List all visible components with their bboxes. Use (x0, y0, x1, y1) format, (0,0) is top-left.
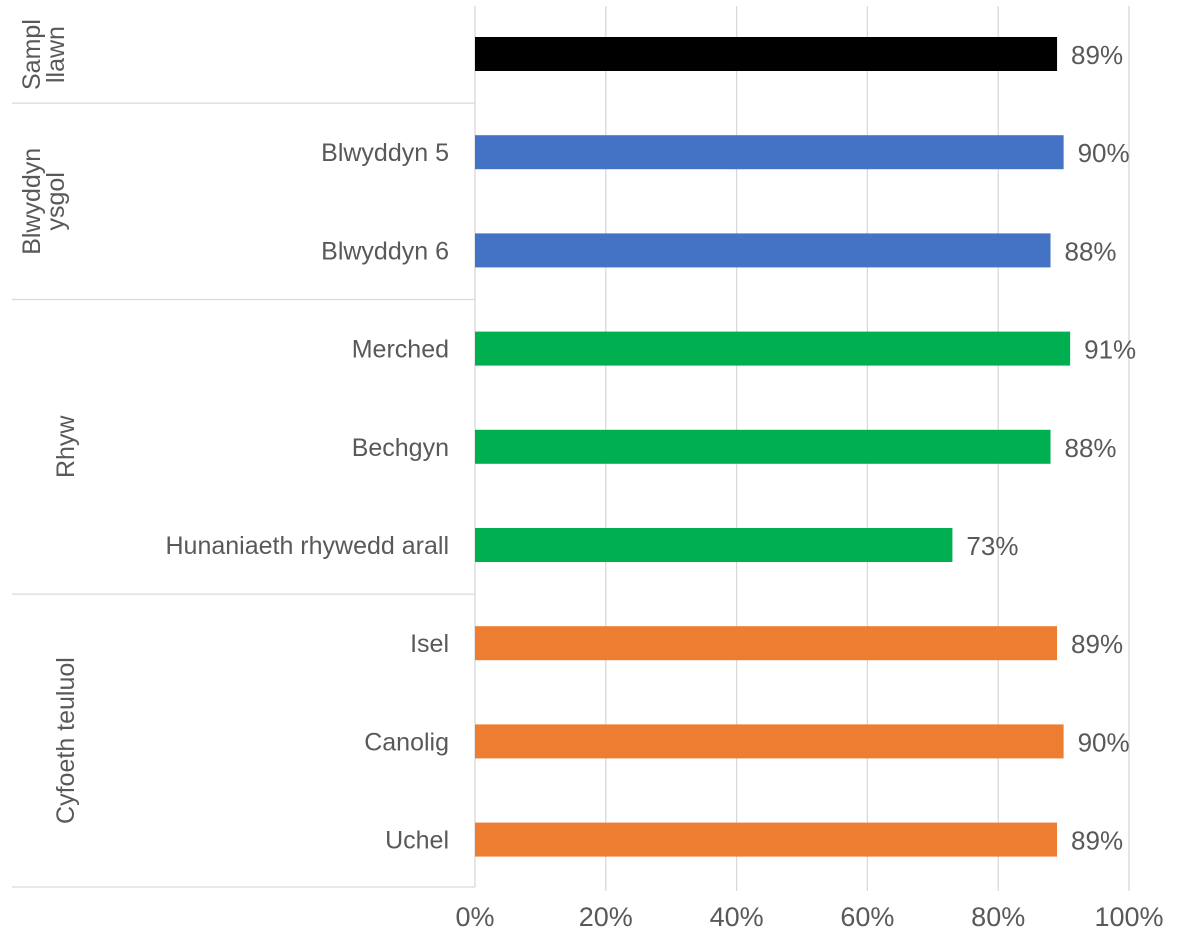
category-label: Canolig (364, 728, 449, 756)
category-label: Merched (352, 336, 449, 364)
data-label: 73% (966, 531, 1018, 561)
data-label: 88% (1065, 433, 1117, 463)
data-label: 90% (1078, 138, 1130, 168)
group-label: Samplllawn (18, 19, 70, 90)
bar (475, 233, 1051, 268)
x-tick-label: 100% (1094, 902, 1163, 932)
data-label: 90% (1078, 727, 1130, 757)
data-label: 89% (1071, 40, 1123, 70)
bar (475, 724, 1064, 759)
group-label: Blwyddynysgol (18, 148, 70, 255)
bar (475, 822, 1058, 857)
bar (475, 626, 1058, 661)
group-label-line: Rhyw (52, 415, 80, 478)
bar (475, 135, 1064, 170)
data-label: 89% (1071, 629, 1123, 659)
x-tick-label: 40% (710, 902, 764, 932)
bar (475, 37, 1058, 71)
category-label: Blwyddyn 6 (321, 237, 449, 265)
group-label-line: ysgol (42, 172, 70, 230)
x-tick-label: 60% (840, 902, 894, 932)
group-label-line: Cyfoeth teuluol (52, 657, 80, 824)
bars (475, 37, 1071, 857)
category-label: Blwyddyn 5 (321, 139, 449, 167)
group-label: Rhyw (52, 415, 80, 478)
category-label: Uchel (385, 827, 449, 855)
bar (475, 528, 953, 562)
data-label: 89% (1071, 826, 1123, 856)
x-tick-label: 0% (455, 902, 494, 932)
bar (475, 429, 1051, 464)
group-label: Cyfoeth teuluol (52, 657, 80, 824)
bar (475, 331, 1071, 366)
category-label: Bechgyn (352, 434, 449, 462)
labels: 0% 20% 40% 60% 80% 100% 89% Samplllawn Blwyddyn … (18, 19, 1164, 932)
category-label: Isel (410, 630, 449, 658)
data-label: 88% (1065, 236, 1117, 266)
category-label: Hunaniaeth rhywedd arall (165, 532, 449, 560)
x-tick-label: 20% (579, 902, 633, 932)
data-label: 91% (1084, 335, 1136, 365)
x-tick-label: 80% (971, 902, 1025, 932)
group-label-line: Sampl (18, 19, 46, 90)
group-label-line: Blwyddyn (18, 148, 46, 255)
group-label-line: llawn (42, 26, 70, 83)
